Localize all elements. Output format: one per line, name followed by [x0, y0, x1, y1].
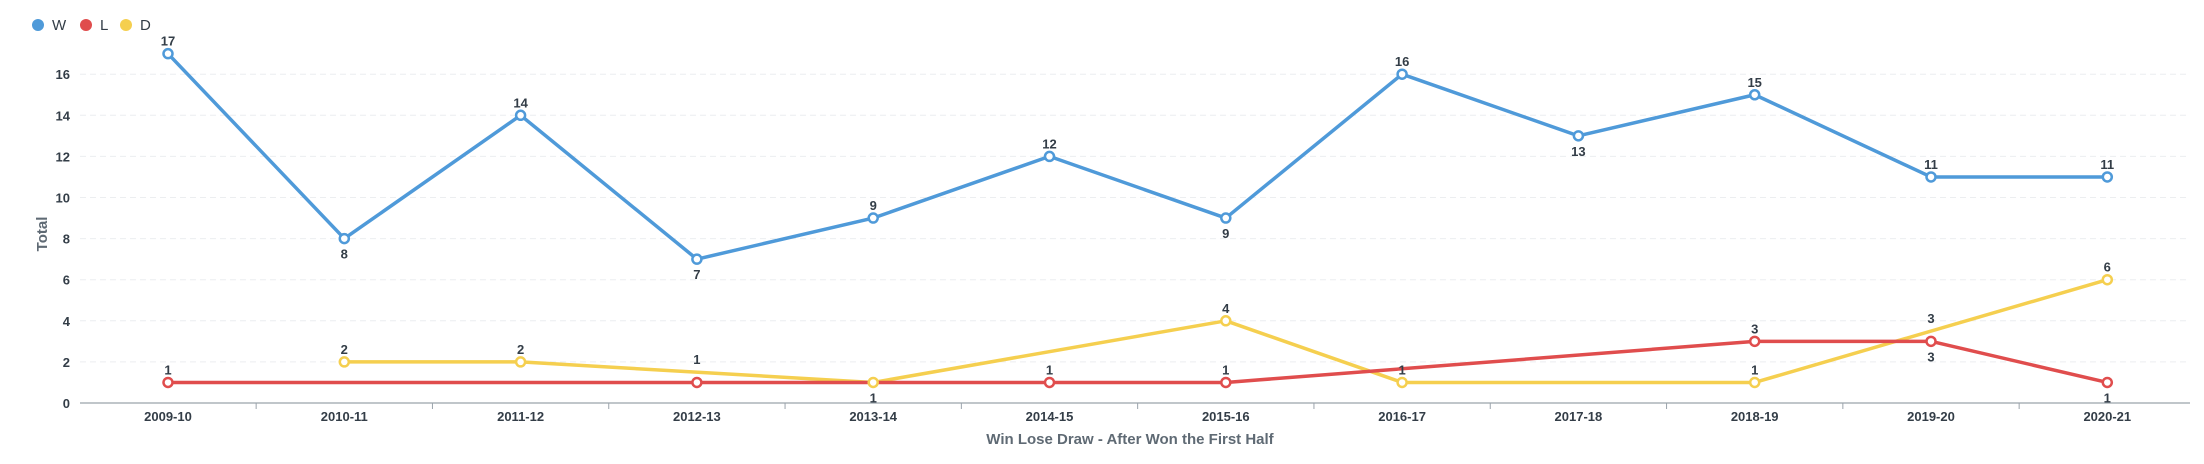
data-label-d: 1	[1751, 362, 1758, 377]
legend-marker-w	[32, 19, 44, 31]
data-label-d: 2	[341, 342, 348, 357]
data-label-w: 12	[1042, 136, 1056, 151]
data-point-l[interactable]	[691, 376, 703, 389]
data-label-l: 1	[870, 390, 877, 405]
data-label-l: 1	[2104, 390, 2111, 405]
series-lines	[166, 52, 2108, 385]
y-axis-title: Total	[34, 217, 51, 252]
x-tick-label: 2017-18	[1555, 409, 1603, 424]
data-point-l[interactable]	[162, 376, 174, 389]
data-label-d: 1	[693, 352, 700, 367]
data-label-d: 3	[1927, 311, 1934, 326]
y-tick-label: 12	[56, 149, 70, 164]
x-tick-label: 2009-10	[144, 409, 192, 424]
data-label-w: 7	[693, 267, 700, 282]
x-tick-label: 2011-12	[497, 409, 544, 424]
legend-marker-d	[120, 19, 132, 31]
y-tick-label: 4	[63, 314, 71, 329]
legend-label-d: D	[140, 17, 151, 34]
data-point-d[interactable]	[867, 376, 879, 389]
data-point-w[interactable]	[1748, 89, 1761, 101]
data-point-d[interactable]	[1220, 315, 1232, 327]
data-point-w[interactable]	[1043, 150, 1056, 163]
data-point-d[interactable]	[1396, 376, 1408, 389]
y-tick-label: 16	[56, 67, 70, 82]
data-point-w[interactable]	[162, 47, 174, 60]
data-point-l[interactable]	[2101, 376, 2114, 389]
data-label-w: 9	[1222, 226, 1229, 241]
data-label-l: 1	[1222, 362, 1229, 377]
data-label-w: 8	[341, 247, 348, 262]
x-tick-label: 2012-13	[673, 409, 721, 424]
x-tick-label: 2018-19	[1731, 409, 1779, 424]
y-tick-label: 10	[56, 191, 70, 206]
data-point-w[interactable]	[2101, 171, 2114, 183]
data-point-w[interactable]	[338, 232, 351, 245]
data-point-l[interactable]	[1043, 376, 1056, 389]
data-label-l: 3	[1927, 349, 1934, 364]
legend-label-l: L	[100, 17, 108, 34]
data-label-l: 1	[1046, 362, 1053, 377]
data-point-w[interactable]	[1396, 68, 1408, 80]
x-tick-label: 2010-11	[321, 409, 368, 424]
data-label-w: 11	[2100, 157, 2114, 172]
y-tick-label: 6	[63, 273, 70, 288]
x-tick-label: 2014-15	[1026, 409, 1074, 424]
data-label-w: 11	[1924, 157, 1938, 172]
data-label-w: 14	[513, 95, 528, 110]
data-label-w: 13	[1571, 144, 1585, 159]
data-label-w: 15	[1747, 75, 1761, 90]
data-label-l: 1	[164, 362, 171, 377]
data-label-d: 4	[1222, 301, 1230, 316]
data-point-d[interactable]	[2101, 273, 2114, 286]
y-tick-label: 2	[63, 355, 70, 370]
data-point-d[interactable]	[1748, 376, 1761, 389]
x-tick-label: 2015-16	[1202, 409, 1250, 424]
data-point-d[interactable]	[514, 356, 527, 368]
data-label-w: 9	[870, 198, 877, 213]
data-point-w[interactable]	[514, 109, 527, 122]
data-label-d: 6	[2104, 260, 2111, 275]
legend-label-w: W	[52, 17, 67, 34]
y-tick-label: 0	[63, 396, 70, 411]
data-point-w[interactable]	[691, 253, 703, 265]
data-point-w[interactable]	[867, 212, 879, 224]
data-point-d[interactable]	[338, 356, 351, 368]
data-point-w[interactable]	[1572, 130, 1585, 142]
data-point-l[interactable]	[1220, 376, 1232, 389]
gridlines	[80, 73, 2190, 363]
x-axis-title: Win Lose Draw - After Won the First Half	[986, 431, 1274, 448]
data-label-w: 16	[1395, 54, 1409, 69]
y-tick-label: 14	[56, 108, 71, 123]
x-tick-label: 2020-21	[2083, 409, 2131, 424]
series-line-w	[166, 52, 2108, 261]
x-tick-label: 2013-14	[849, 409, 897, 424]
data-point-w[interactable]	[1220, 212, 1232, 224]
data-point-l[interactable]	[1925, 335, 1937, 348]
data-point-w[interactable]	[1925, 171, 1937, 183]
data-points	[162, 47, 2114, 389]
data-label-d: 1	[1398, 362, 1405, 377]
data-label-d: 2	[517, 342, 524, 357]
x-tick-label: 2016-17	[1378, 409, 1426, 424]
x-tick-label: 2019-20	[1907, 409, 1955, 424]
data-point-l[interactable]	[1748, 335, 1761, 348]
y-tick-label: 8	[63, 232, 70, 247]
legend-marker-l	[80, 19, 92, 31]
data-label-l: 3	[1751, 321, 1758, 336]
data-label-w: 17	[161, 34, 175, 49]
